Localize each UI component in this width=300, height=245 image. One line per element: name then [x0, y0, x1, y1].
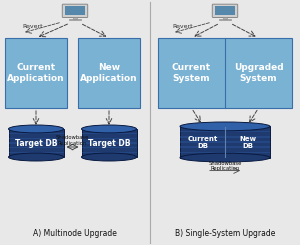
FancyBboxPatch shape	[212, 4, 238, 17]
Bar	[180, 136, 270, 138]
Text: Upgraded
System: Upgraded System	[234, 63, 283, 83]
Text: B) Single-System Upgrade: B) Single-System Upgrade	[175, 229, 275, 238]
Bar	[8, 133, 64, 135]
Ellipse shape	[180, 122, 270, 131]
Text: Current
System: Current System	[172, 63, 211, 83]
Text: New
Application: New Application	[80, 63, 138, 83]
Text: Shadowbase
Replication: Shadowbase Replication	[208, 161, 242, 171]
Bar	[8, 147, 64, 148]
Bar	[78, 38, 140, 108]
Bar	[8, 152, 64, 153]
Bar	[180, 126, 270, 158]
Ellipse shape	[180, 153, 270, 162]
Bar	[180, 131, 270, 132]
Text: Shadowbase
Replication: Shadowbase Replication	[56, 135, 89, 146]
Bar	[8, 142, 64, 144]
Text: A) Multinode Upgrade: A) Multinode Upgrade	[33, 229, 117, 238]
Bar	[223, 17, 227, 19]
FancyBboxPatch shape	[62, 4, 88, 17]
Bar	[82, 147, 136, 148]
Bar	[219, 19, 231, 20]
Text: Revert: Revert	[22, 24, 43, 29]
Bar	[69, 19, 81, 20]
Bar	[73, 17, 77, 19]
Bar	[180, 152, 270, 153]
Ellipse shape	[82, 153, 136, 161]
Bar	[8, 137, 64, 139]
Text: Current
Application: Current Application	[7, 63, 65, 83]
Bar	[82, 142, 136, 144]
Ellipse shape	[8, 153, 64, 161]
Bar	[82, 129, 136, 157]
Ellipse shape	[8, 125, 64, 133]
Text: Target DB: Target DB	[15, 138, 57, 147]
Bar	[82, 133, 136, 135]
Bar	[214, 7, 236, 15]
Bar	[158, 38, 292, 108]
Bar	[82, 152, 136, 153]
Bar	[8, 129, 64, 157]
Text: Current
DB: Current DB	[187, 135, 218, 148]
Bar	[180, 141, 270, 143]
Bar	[180, 147, 270, 148]
Text: Revert: Revert	[172, 24, 193, 29]
Bar	[64, 7, 86, 15]
Text: Target DB: Target DB	[88, 138, 130, 147]
Ellipse shape	[82, 125, 136, 133]
Bar	[5, 38, 67, 108]
Bar	[82, 137, 136, 139]
Text: New
DB: New DB	[239, 135, 256, 148]
